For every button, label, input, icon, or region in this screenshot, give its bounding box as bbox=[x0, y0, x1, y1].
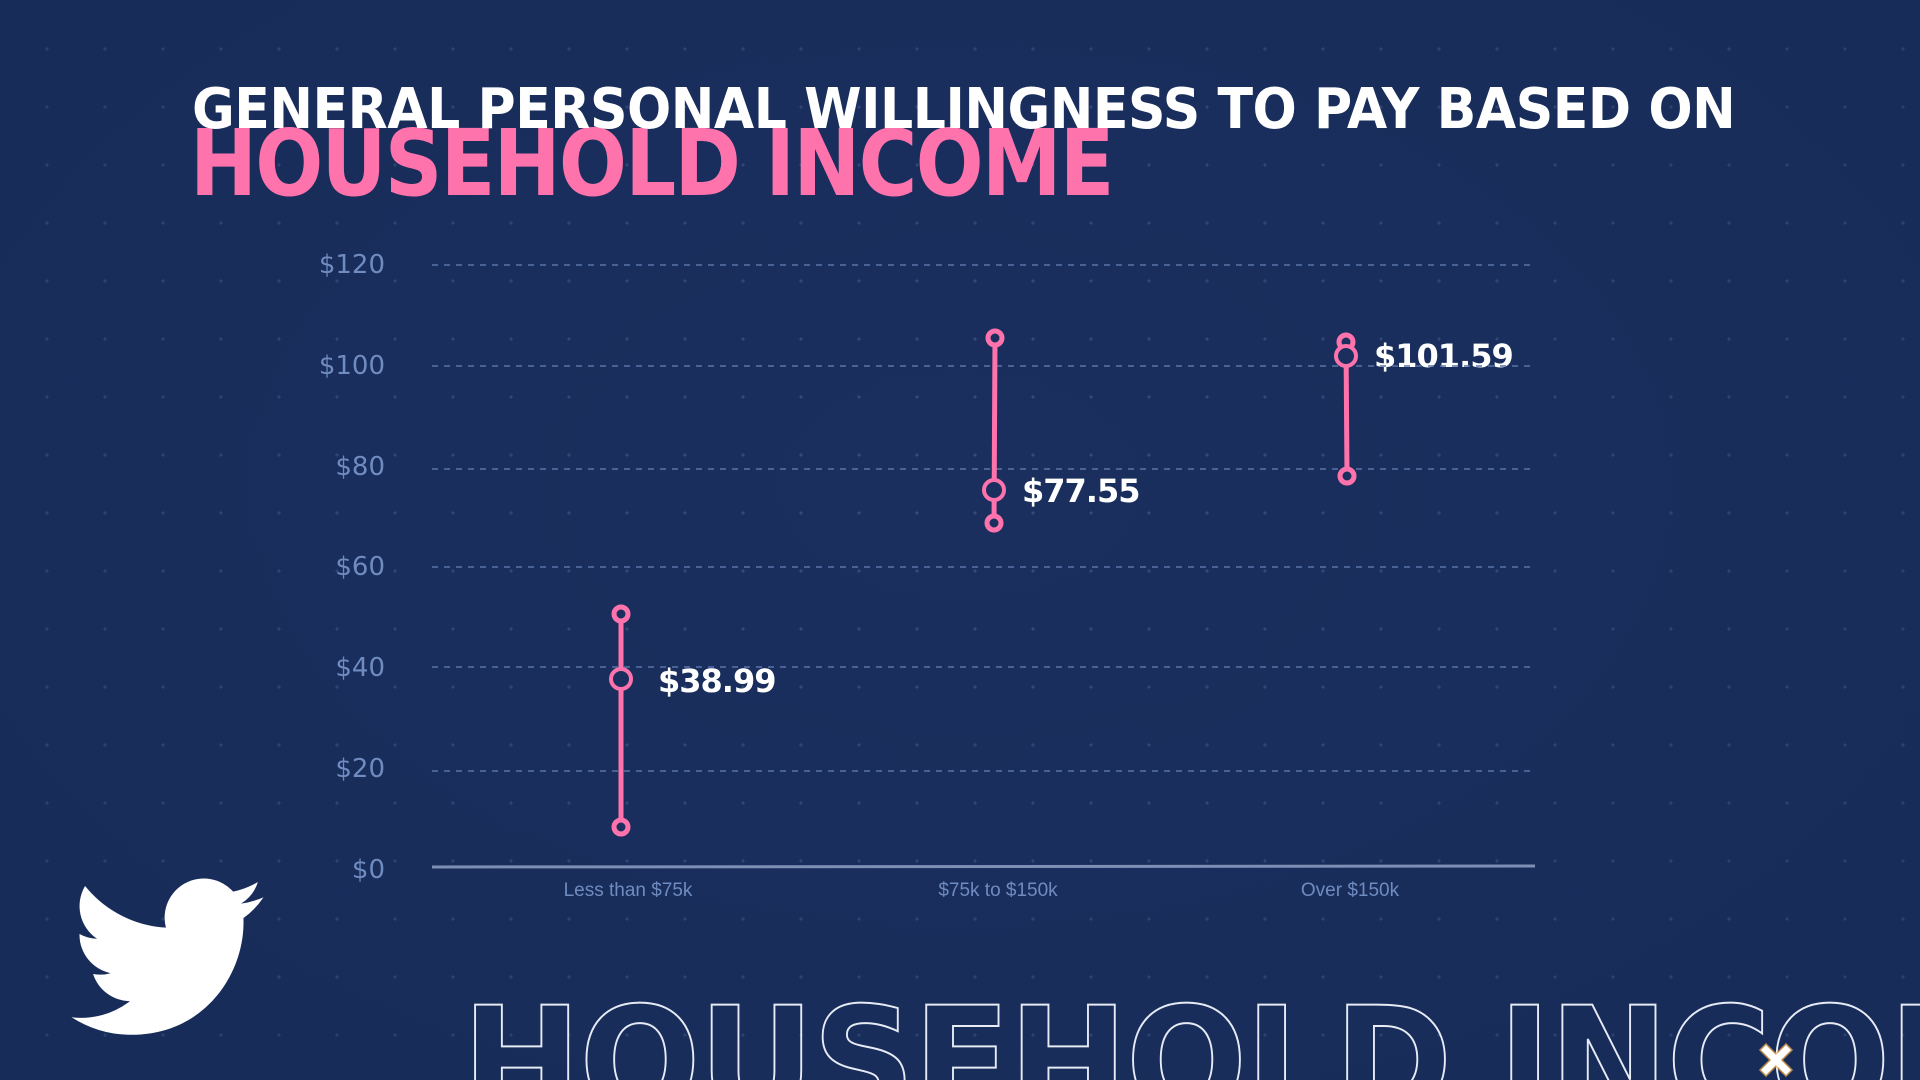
y-tick-100: $100 bbox=[318, 351, 385, 381]
value-label-75k-to-150k: $77.55 bbox=[1022, 472, 1140, 510]
range-low-marker bbox=[984, 513, 1004, 533]
chart-title-line1: GENERAL PERSONAL WILLINGNESS TO PAY BASE… bbox=[192, 77, 1736, 142]
gridlines bbox=[432, 264, 1535, 772]
close-icon[interactable] bbox=[1758, 1042, 1794, 1078]
y-tick-40: $40 bbox=[335, 653, 385, 683]
value-label-less-than-75k: $38.99 bbox=[658, 662, 776, 700]
range-less-than-75k bbox=[609, 604, 633, 837]
range-average-marker bbox=[1334, 344, 1358, 368]
range-75k-to-150k bbox=[982, 328, 1006, 533]
x-tick-75k-to-150k: $75k to $150k bbox=[938, 880, 1058, 901]
x-tick-less-than-75k: Less than $75k bbox=[563, 880, 693, 901]
x-axis-baseline bbox=[431, 864, 1536, 869]
background-outline-title: HOUSEHOLD INCOME bbox=[461, 976, 1920, 1080]
range-over-150k bbox=[1334, 332, 1358, 486]
twitter-bird-icon bbox=[71, 878, 264, 1035]
chart-title-line2: HOUSEHOLD INCOME bbox=[190, 110, 1114, 217]
y-tick-0: $0 bbox=[351, 855, 385, 885]
y-tick-80: $80 bbox=[335, 452, 385, 482]
y-tick-60: $60 bbox=[335, 552, 385, 582]
range-low-marker bbox=[611, 817, 631, 837]
x-tick-over-150k: Over $150k bbox=[1300, 880, 1400, 901]
range-high-marker bbox=[611, 604, 631, 624]
y-tick-120: $120 bbox=[318, 250, 385, 280]
range-average-marker bbox=[609, 667, 633, 691]
range-average-marker bbox=[982, 478, 1006, 502]
y-tick-20: $20 bbox=[335, 754, 385, 784]
range-low-marker bbox=[1337, 466, 1357, 486]
range-high-marker bbox=[985, 328, 1005, 348]
